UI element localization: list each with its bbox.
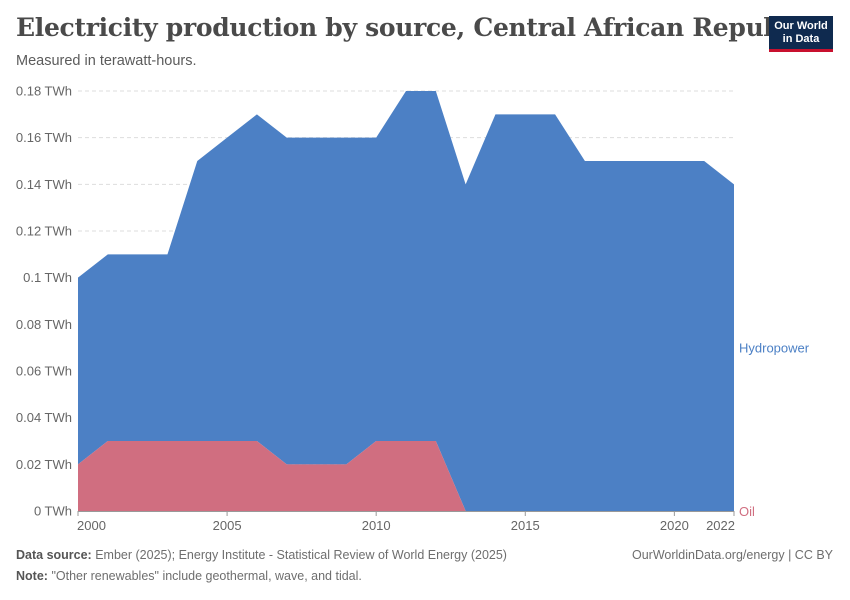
y-tick-label: 0 TWh [34,504,72,519]
data-source: Data source: Ember (2025); Energy Instit… [16,548,507,562]
y-tick-label: 0.02 TWh [16,457,72,472]
hydropower-label[interactable]: Hydropower [739,341,810,356]
y-tick-label: 0.1 TWh [23,270,72,285]
y-tick-label: 0.12 TWh [16,224,72,239]
x-tick-label: 2020 [660,518,689,533]
y-tick-label: 0.14 TWh [16,177,72,192]
x-tick-label: 2022 [706,518,735,533]
logo-line-1: Our World [774,20,828,32]
y-tick-label: 0.06 TWh [16,364,72,379]
chart-subtitle: Measured in terawatt-hours. [16,53,197,69]
oil-area[interactable] [78,441,734,511]
y-tick-label: 0.08 TWh [16,317,72,332]
x-tick-label: 2000 [77,518,106,533]
axes: 0 TWh 0.02 TWh 0.04 TWh 0.06 TWh 0.08 TWh 0.1… [16,84,735,534]
chart-note: Note: "Other renewables" include geother… [16,569,362,583]
x-tick-label: 2010 [362,518,391,533]
series-labels: Hydropower Oil [739,341,810,519]
note-text: "Other renewables" include geothermal, w… [51,569,362,583]
data-source-text: Ember (2025); Energy Institute - Statist… [95,548,507,562]
url-license-link[interactable]: OurWorldinData.org/energy | CC BY [631,548,833,562]
note-label: Note: [16,569,48,583]
hydropower-area[interactable] [78,91,734,511]
y-tick-label: 0.18 TWh [16,84,72,99]
y-tick-label: 0.04 TWh [16,410,72,425]
owid-logo[interactable]: Our World in Data [769,16,833,52]
chart-title: Electricity production by source, Centra… [16,13,814,42]
y-tick-label: 0.16 TWh [16,130,72,145]
x-tick-label: 2015 [511,518,540,533]
x-tick-label: 2005 [213,518,242,533]
area-series [78,91,734,511]
logo-line-2: in Data [782,33,820,45]
oil-label[interactable]: Oil [739,504,755,519]
data-source-label: Data source: [16,548,92,562]
